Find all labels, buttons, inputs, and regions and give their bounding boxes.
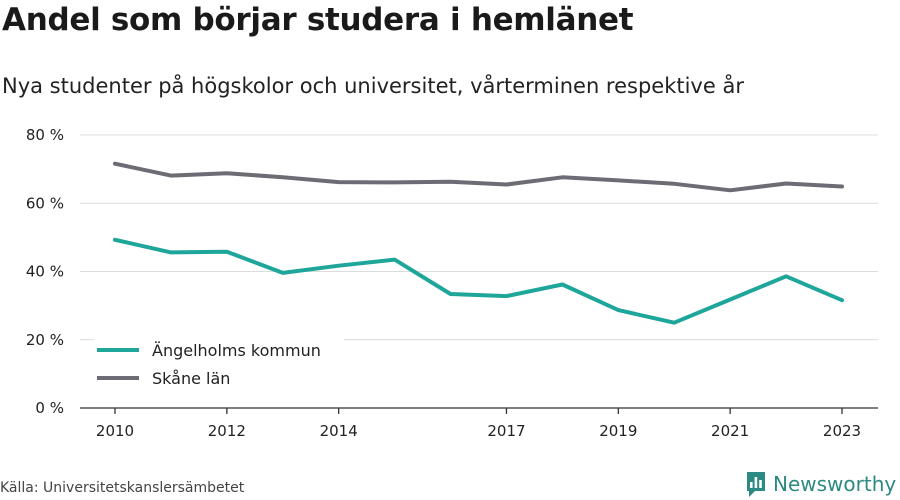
source-note: Källa: Universitetskanslersämbetet — [0, 480, 245, 496]
x-tick-label: 2010 — [96, 422, 134, 440]
series-lines — [113, 161, 844, 325]
x-axis: 2010 2012 2014 2017 2019 2021 2023 — [80, 407, 878, 440]
x-tick-label: 2017 — [487, 422, 525, 440]
series-line — [113, 237, 844, 325]
x-tick-label: 2021 — [711, 422, 749, 440]
series-line — [113, 161, 844, 193]
grid-lines — [80, 134, 878, 341]
x-tick-label: 2023 — [823, 422, 861, 440]
x-tick-label: 2012 — [208, 422, 246, 440]
x-tick-label: 2019 — [599, 422, 637, 440]
y-tick-label: 80 % — [26, 126, 64, 144]
x-tick-label: 2014 — [320, 422, 358, 440]
brand-name: Newsworthy — [773, 472, 897, 496]
y-tick-label: 60 % — [26, 194, 64, 212]
chart-subtitle: Nya studenter på högskolor och universit… — [2, 74, 744, 98]
y-tick-label: 0 % — [35, 399, 64, 417]
y-tick-label: 20 % — [26, 331, 64, 349]
legend-label: Skåne län — [152, 369, 230, 388]
legend-label: Ängelholms kommun — [152, 341, 321, 360]
y-tick-label: 40 % — [26, 263, 64, 281]
y-axis-ticks: 0 % 20 % 40 % 60 % 80 % — [26, 126, 64, 417]
legend: Ängelholms kommun Skåne län — [94, 336, 344, 390]
brand-logo: Newsworthy — [745, 470, 896, 498]
bar-chart-icon — [747, 472, 765, 497]
chart-title: Andel som börjar studera i hemlänet — [2, 2, 634, 38]
line-chart: 0 % 20 % 40 % 60 % 80 % 2010 2012 2014 2017 2019… — [26, 126, 878, 440]
